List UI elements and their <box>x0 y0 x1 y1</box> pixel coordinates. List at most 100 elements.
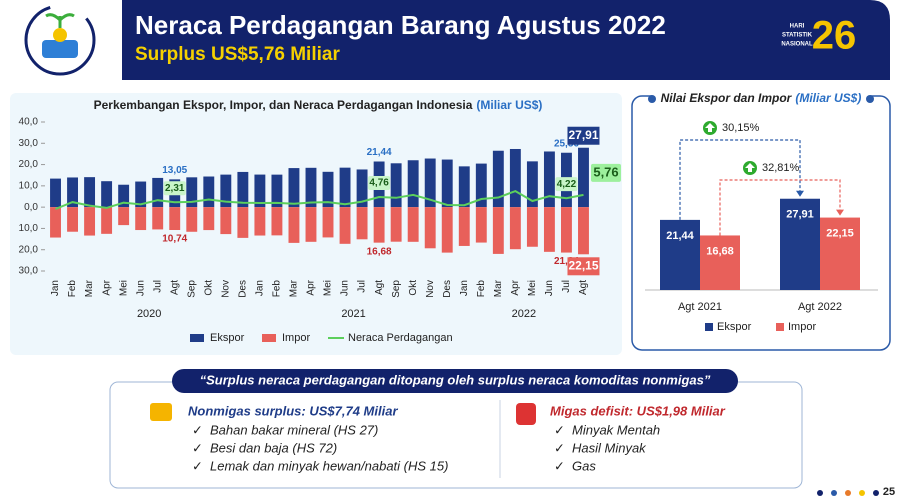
bar <box>660 219 700 290</box>
bar <box>492 150 504 208</box>
bar <box>152 177 164 208</box>
bar <box>578 207 589 255</box>
bar <box>118 207 130 226</box>
bar <box>441 159 453 208</box>
logo-hand <box>42 40 78 58</box>
bar <box>356 169 368 208</box>
year-label: 2020 <box>137 308 161 320</box>
check-marks: ✓ ✓ ✓ ✓ ✓ ✓ <box>192 422 565 473</box>
bar <box>135 181 147 208</box>
value-label: 10,74 <box>162 234 187 245</box>
bar <box>169 207 181 231</box>
x-tick-label: Mei <box>527 280 538 296</box>
bar <box>322 171 334 208</box>
bar <box>118 184 130 208</box>
value-label-bg <box>591 163 621 182</box>
bar <box>339 207 351 244</box>
x-tick-label: Jan <box>50 280 61 296</box>
page-dots <box>817 490 879 496</box>
y-tick-label: 10,0 <box>19 180 39 191</box>
x-tick-label: Jul <box>561 280 572 293</box>
bar <box>820 217 860 290</box>
x-tick-label: Jun <box>340 280 351 296</box>
value-label: 16,68 <box>367 246 392 257</box>
x-tick-label: Feb <box>272 280 283 298</box>
bar <box>186 177 198 208</box>
chart-title: Perkembangan Ekspor, Impor, dan Neraca P… <box>94 98 543 112</box>
page-number: 25 <box>883 486 895 498</box>
x-tick-label: Jan <box>459 280 470 296</box>
x-tick-label: Agt <box>578 280 589 295</box>
value-label: 21,44 <box>367 147 392 158</box>
bar <box>373 207 385 243</box>
dot <box>866 95 874 103</box>
x-tick-label: Des <box>442 280 453 298</box>
chart-unit: (Miliar US$) <box>476 98 542 112</box>
logo-text: STATISTIK <box>782 33 813 39</box>
x-tick-label: Mar <box>289 279 300 297</box>
bar <box>322 207 334 238</box>
chart-title-text: Perkembangan Ekspor, Impor, dan Neraca P… <box>94 98 473 112</box>
x-tick-label: Des <box>238 280 249 298</box>
bar <box>288 168 300 208</box>
bar <box>780 198 820 290</box>
legend-swatch <box>776 323 784 331</box>
value-label: 2,31 <box>165 183 185 194</box>
bar <box>271 207 283 236</box>
x-tick-label: Mei <box>118 280 129 296</box>
bar <box>50 207 61 238</box>
x-tick-label: Feb <box>476 280 487 298</box>
left-item: Besi dan baja (HS 72) <box>210 440 337 455</box>
right-item: Gas <box>572 458 596 473</box>
x-tick-label: Mar <box>84 279 95 297</box>
logo-text: NASIONAL <box>781 42 813 48</box>
bar <box>543 207 555 252</box>
check: ✓ <box>554 422 565 437</box>
y-tick-label: 10,0 <box>19 223 39 234</box>
legend-swatch <box>262 334 276 342</box>
x-tick-label: Agt <box>169 280 180 295</box>
bar <box>424 207 436 249</box>
right-item: Minyak Mentah <box>572 422 660 437</box>
annotation: 32,81% <box>762 162 800 174</box>
side-title-bg <box>652 88 870 110</box>
value-label: 27,91 <box>786 209 814 221</box>
quote-band <box>172 369 738 393</box>
bar <box>101 181 113 208</box>
bar <box>526 207 538 247</box>
bar <box>458 207 470 246</box>
value-label: 27,91 <box>568 128 598 142</box>
x-tick-label: Okt <box>408 280 419 296</box>
bar <box>424 158 436 208</box>
value-label-bg <box>163 181 186 196</box>
bar <box>526 161 538 208</box>
up-icon-arrow <box>745 163 755 172</box>
bar <box>475 163 487 208</box>
x-tick-label: Apr <box>510 279 521 295</box>
legend-label: Ekspor <box>717 321 752 333</box>
bar <box>305 207 317 242</box>
value-label: 4,22 <box>557 179 577 190</box>
bar <box>84 177 96 208</box>
value-label: 25,56 <box>554 138 579 149</box>
bar <box>152 207 164 230</box>
y-tick-label: 0,0 <box>24 202 38 213</box>
header-title: Neraca Perdagangan Barang Agustus 2022 <box>135 10 666 40</box>
x-tick-label: Jun <box>544 280 555 296</box>
bar <box>67 177 78 208</box>
logo-plant <box>45 13 75 28</box>
value-label: 5,76 <box>593 164 618 179</box>
bar <box>50 178 61 208</box>
value-label: 4,76 <box>369 178 389 189</box>
value-label: 21,44 <box>666 230 694 242</box>
bar <box>237 207 249 238</box>
bar <box>305 167 317 208</box>
bar <box>441 207 453 253</box>
x-tick-label: Agt <box>374 280 385 295</box>
x-tick-label: Jun <box>135 280 146 296</box>
legend-swatch <box>190 334 204 342</box>
bar <box>407 160 419 208</box>
line <box>55 189 584 210</box>
logo-number: 26 <box>812 14 857 58</box>
